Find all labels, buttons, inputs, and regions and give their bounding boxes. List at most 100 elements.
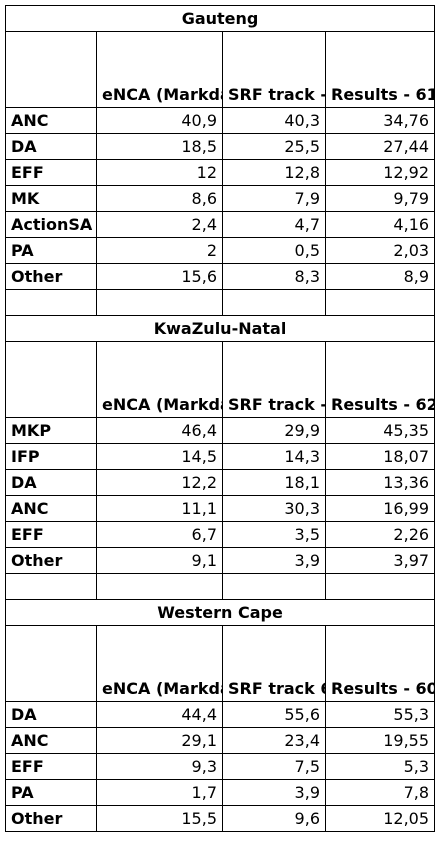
blank-cell — [96, 573, 223, 600]
table-row: EFF 6,7 3,5 2,26 — [5, 521, 436, 548]
results-value: 27,44 — [324, 133, 436, 160]
results-value: 55,3 — [324, 701, 436, 728]
header-srf-track: SRF track 60% turnout — [222, 625, 326, 702]
blank-cell — [324, 289, 436, 316]
table-row: Other 15,6 8,3 8,9 — [5, 263, 436, 290]
section-title: Gauteng — [4, 5, 436, 32]
table-row: ActionSA 2,4 4,7 4,16 — [5, 211, 436, 238]
table-row: DA 44,4 55,6 55,3 — [5, 701, 436, 728]
blank-cell — [5, 289, 97, 316]
results-value: 12,92 — [324, 159, 436, 186]
table-row: DA 18,5 25,5 27,44 — [5, 133, 436, 160]
srf-track-value: 23,4 — [222, 727, 326, 754]
results-value: 45,35 — [324, 417, 436, 444]
column-header-row: eNCA (Markdata)SRF track -60% turnoutRes… — [5, 341, 436, 418]
header-results: Results - 62,3% turnout — [324, 341, 436, 418]
party-name: MK — [5, 185, 97, 212]
section-title-row: KwaZulu-Natal — [4, 315, 436, 342]
party-name: ANC — [5, 495, 97, 522]
table-row: Other 9,1 3,9 3,97 — [5, 547, 436, 574]
srf-track-value: 3,9 — [222, 779, 326, 806]
results-value: 2,03 — [324, 237, 436, 264]
blank-separator-row — [5, 289, 436, 316]
enca-value: 29,1 — [96, 727, 223, 754]
header-blank-cell — [5, 625, 97, 702]
enca-value: 2,4 — [96, 211, 223, 238]
srf-track-value: 29,9 — [222, 417, 326, 444]
enca-value: 15,6 — [96, 263, 223, 290]
header-blank-cell — [5, 341, 97, 418]
enca-value: 14,5 — [96, 443, 223, 470]
srf-track-value: 30,3 — [222, 495, 326, 522]
section-title: Western Cape — [4, 599, 436, 626]
party-name: DA — [5, 133, 97, 160]
srf-track-value: 9,6 — [222, 805, 326, 832]
party-name: DA — [5, 469, 97, 496]
party-name: ANC — [5, 107, 97, 134]
srf-track-value: 14,3 — [222, 443, 326, 470]
srf-track-value: 4,7 — [222, 211, 326, 238]
enca-value: 6,7 — [96, 521, 223, 548]
header-results: Results - 61,94% turnout — [324, 31, 436, 108]
party-name: MKP — [5, 417, 97, 444]
results-value: 2,26 — [324, 521, 436, 548]
party-name: Other — [5, 263, 97, 290]
table-row: EFF 12 12,8 12,92 — [5, 159, 436, 186]
header-srf-track: SRF track - 62% turnout — [222, 31, 326, 108]
header-srf-track: SRF track -60% turnout — [222, 341, 326, 418]
section-title-row: Gauteng — [4, 5, 436, 32]
enca-value: 9,1 — [96, 547, 223, 574]
enca-value: 15,5 — [96, 805, 223, 832]
party-name: Other — [5, 805, 97, 832]
results-value: 4,16 — [324, 211, 436, 238]
party-name: ActionSA — [5, 211, 97, 238]
enca-value: 9,3 — [96, 753, 223, 780]
results-value: 18,07 — [324, 443, 436, 470]
enca-value: 40,9 — [96, 107, 223, 134]
enca-value: 8,6 — [96, 185, 223, 212]
results-value: 9,79 — [324, 185, 436, 212]
blank-cell — [5, 573, 97, 600]
header-enca: eNCA (Markdata) — [96, 341, 223, 418]
party-name: EFF — [5, 753, 97, 780]
header-enca: eNCA (Markdata) — [96, 31, 223, 108]
table-row: Other 15,5 9,6 12,05 — [5, 805, 436, 832]
srf-track-value: 3,9 — [222, 547, 326, 574]
table-row: PA 1,7 3,9 7,8 — [5, 779, 436, 806]
column-header-row: eNCA (Markdata)SRF track 60% turnoutResu… — [5, 625, 436, 702]
party-name: EFF — [5, 521, 97, 548]
srf-track-value: 18,1 — [222, 469, 326, 496]
srf-track-value: 8,3 — [222, 263, 326, 290]
party-name: Other — [5, 547, 97, 574]
results-value: 19,55 — [324, 727, 436, 754]
section-title: KwaZulu-Natal — [4, 315, 436, 342]
table-row: ANC 11,1 30,3 16,99 — [5, 495, 436, 522]
table-row: ANC 40,9 40,3 34,76 — [5, 107, 436, 134]
party-name: PA — [5, 779, 97, 806]
enca-value: 44,4 — [96, 701, 223, 728]
results-value: 8,9 — [324, 263, 436, 290]
blank-cell — [222, 289, 326, 316]
table-row: PA 2 0,5 2,03 — [5, 237, 436, 264]
results-value: 13,36 — [324, 469, 436, 496]
party-name: ANC — [5, 727, 97, 754]
results-value: 5,3 — [324, 753, 436, 780]
party-name: PA — [5, 237, 97, 264]
blank-cell — [96, 289, 223, 316]
blank-separator-row — [5, 573, 436, 600]
table-row: MK 8,6 7,9 9,79 — [5, 185, 436, 212]
srf-track-value: 55,6 — [222, 701, 326, 728]
enca-value: 12 — [96, 159, 223, 186]
srf-track-value: 25,5 — [222, 133, 326, 160]
party-name: IFP — [5, 443, 97, 470]
party-name: DA — [5, 701, 97, 728]
table-row: EFF 9,3 7,5 5,3 — [5, 753, 436, 780]
results-value: 34,76 — [324, 107, 436, 134]
srf-track-value: 7,5 — [222, 753, 326, 780]
table-row: ANC 29,1 23,4 19,55 — [5, 727, 436, 754]
results-value: 16,99 — [324, 495, 436, 522]
enca-value: 12,2 — [96, 469, 223, 496]
enca-value: 11,1 — [96, 495, 223, 522]
